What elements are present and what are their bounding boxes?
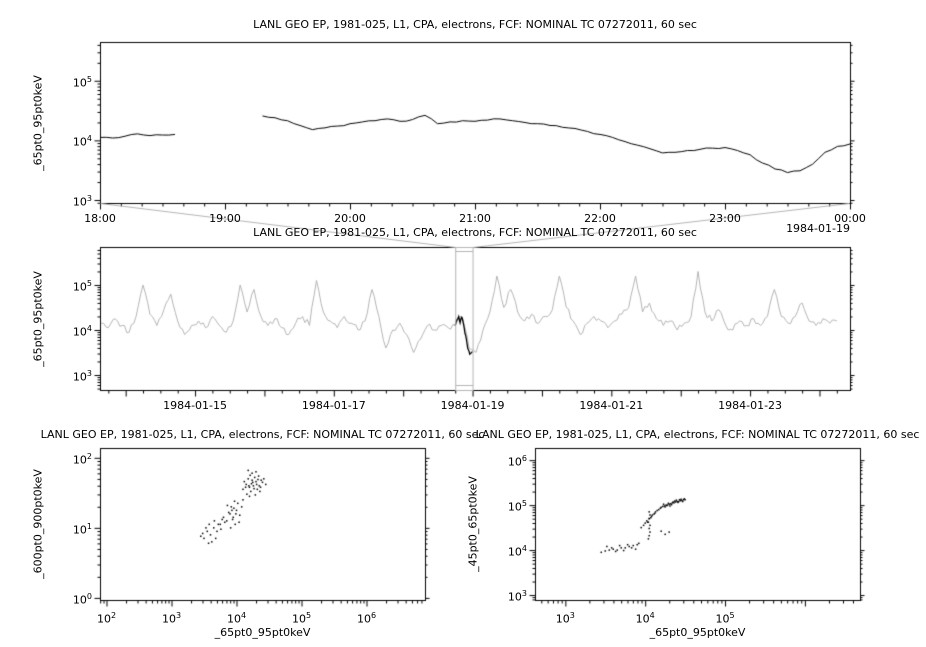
- tick-label: 105: [72, 74, 92, 90]
- tick-label: 1984-01-19: [440, 399, 505, 412]
- tick-label: 104: [226, 611, 247, 626]
- tick-label: 105: [507, 499, 527, 514]
- x-axis-label-scatter-left: _65pt0_95pt0keV: [214, 626, 311, 639]
- tick-label: 18:00: [84, 212, 116, 225]
- y-axis-label-scatter-right: _45pt0_65pt0keV: [466, 476, 480, 572]
- tick-label: 23:00: [709, 212, 741, 225]
- tick-label: 102: [72, 451, 92, 467]
- timeseries-zoom-title: LANL GEO EP, 1981-025, L1, CPA, electron…: [253, 18, 697, 31]
- tick-label: 102: [96, 611, 117, 626]
- tick-label: 106: [356, 611, 377, 626]
- tick-label: 103: [507, 589, 527, 604]
- tick-label: 105: [291, 611, 312, 626]
- tick-label: 103: [72, 369, 92, 384]
- tick-label: 22:00: [584, 212, 616, 225]
- tick-label: 100: [72, 591, 92, 607]
- scatter-right-title: LANL GEO EP, 1981-025, L1, CPA, electron…: [475, 428, 920, 441]
- tick-label: 103: [555, 611, 575, 626]
- x-axis-label-scatter-right: _65pt0_95pt0keV: [649, 626, 746, 639]
- tick-label: 20:00: [334, 212, 366, 225]
- tick-label: 104: [72, 134, 92, 150]
- tick-label: 105: [715, 611, 735, 626]
- tick-label: 1984-01-17: [301, 399, 366, 412]
- context-date-label: 1984-01-19: [786, 222, 850, 235]
- tick-label: 105: [72, 278, 92, 294]
- tick-label: 1984-01-23: [718, 399, 783, 412]
- tick-label: 1984-01-15: [163, 399, 228, 412]
- timeseries-overview-title: LANL GEO EP, 1981-025, L1, CPA, electron…: [253, 226, 697, 239]
- tick-label: 1984-01-21: [579, 399, 644, 412]
- y-axis-label-zoom: _65pt0_95pt0keV: [31, 74, 45, 171]
- tick-label: 19:00: [209, 212, 241, 225]
- tick-label: 104: [72, 324, 92, 339]
- tick-label: 104: [635, 611, 655, 626]
- tick-label: 101: [72, 521, 92, 537]
- tick-label: 00:00: [834, 212, 866, 225]
- tick-label: 103: [161, 611, 182, 626]
- tick-label: 104: [507, 544, 527, 559]
- y-axis-label-scatter-left: _600pt0_900pt0keV: [31, 469, 45, 579]
- scatter-left-title: LANL GEO EP, 1981-025, L1, CPA, electron…: [40, 428, 485, 441]
- tick-label: 106: [507, 454, 527, 469]
- y-axis-label-overview: _65pt0_95pt0keV: [31, 270, 45, 367]
- tick-label: 21:00: [459, 212, 491, 225]
- tick-label: 103: [72, 194, 92, 209]
